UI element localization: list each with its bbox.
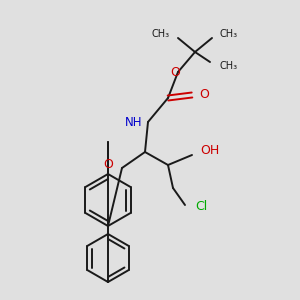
Text: CH₃: CH₃: [220, 29, 238, 39]
Text: NH: NH: [124, 116, 142, 128]
Text: O: O: [199, 88, 209, 101]
Text: O: O: [103, 158, 113, 170]
Text: OH: OH: [200, 145, 219, 158]
Text: O: O: [170, 65, 180, 79]
Text: CH₃: CH₃: [152, 29, 170, 39]
Text: Cl: Cl: [195, 200, 207, 214]
Text: CH₃: CH₃: [220, 61, 238, 71]
